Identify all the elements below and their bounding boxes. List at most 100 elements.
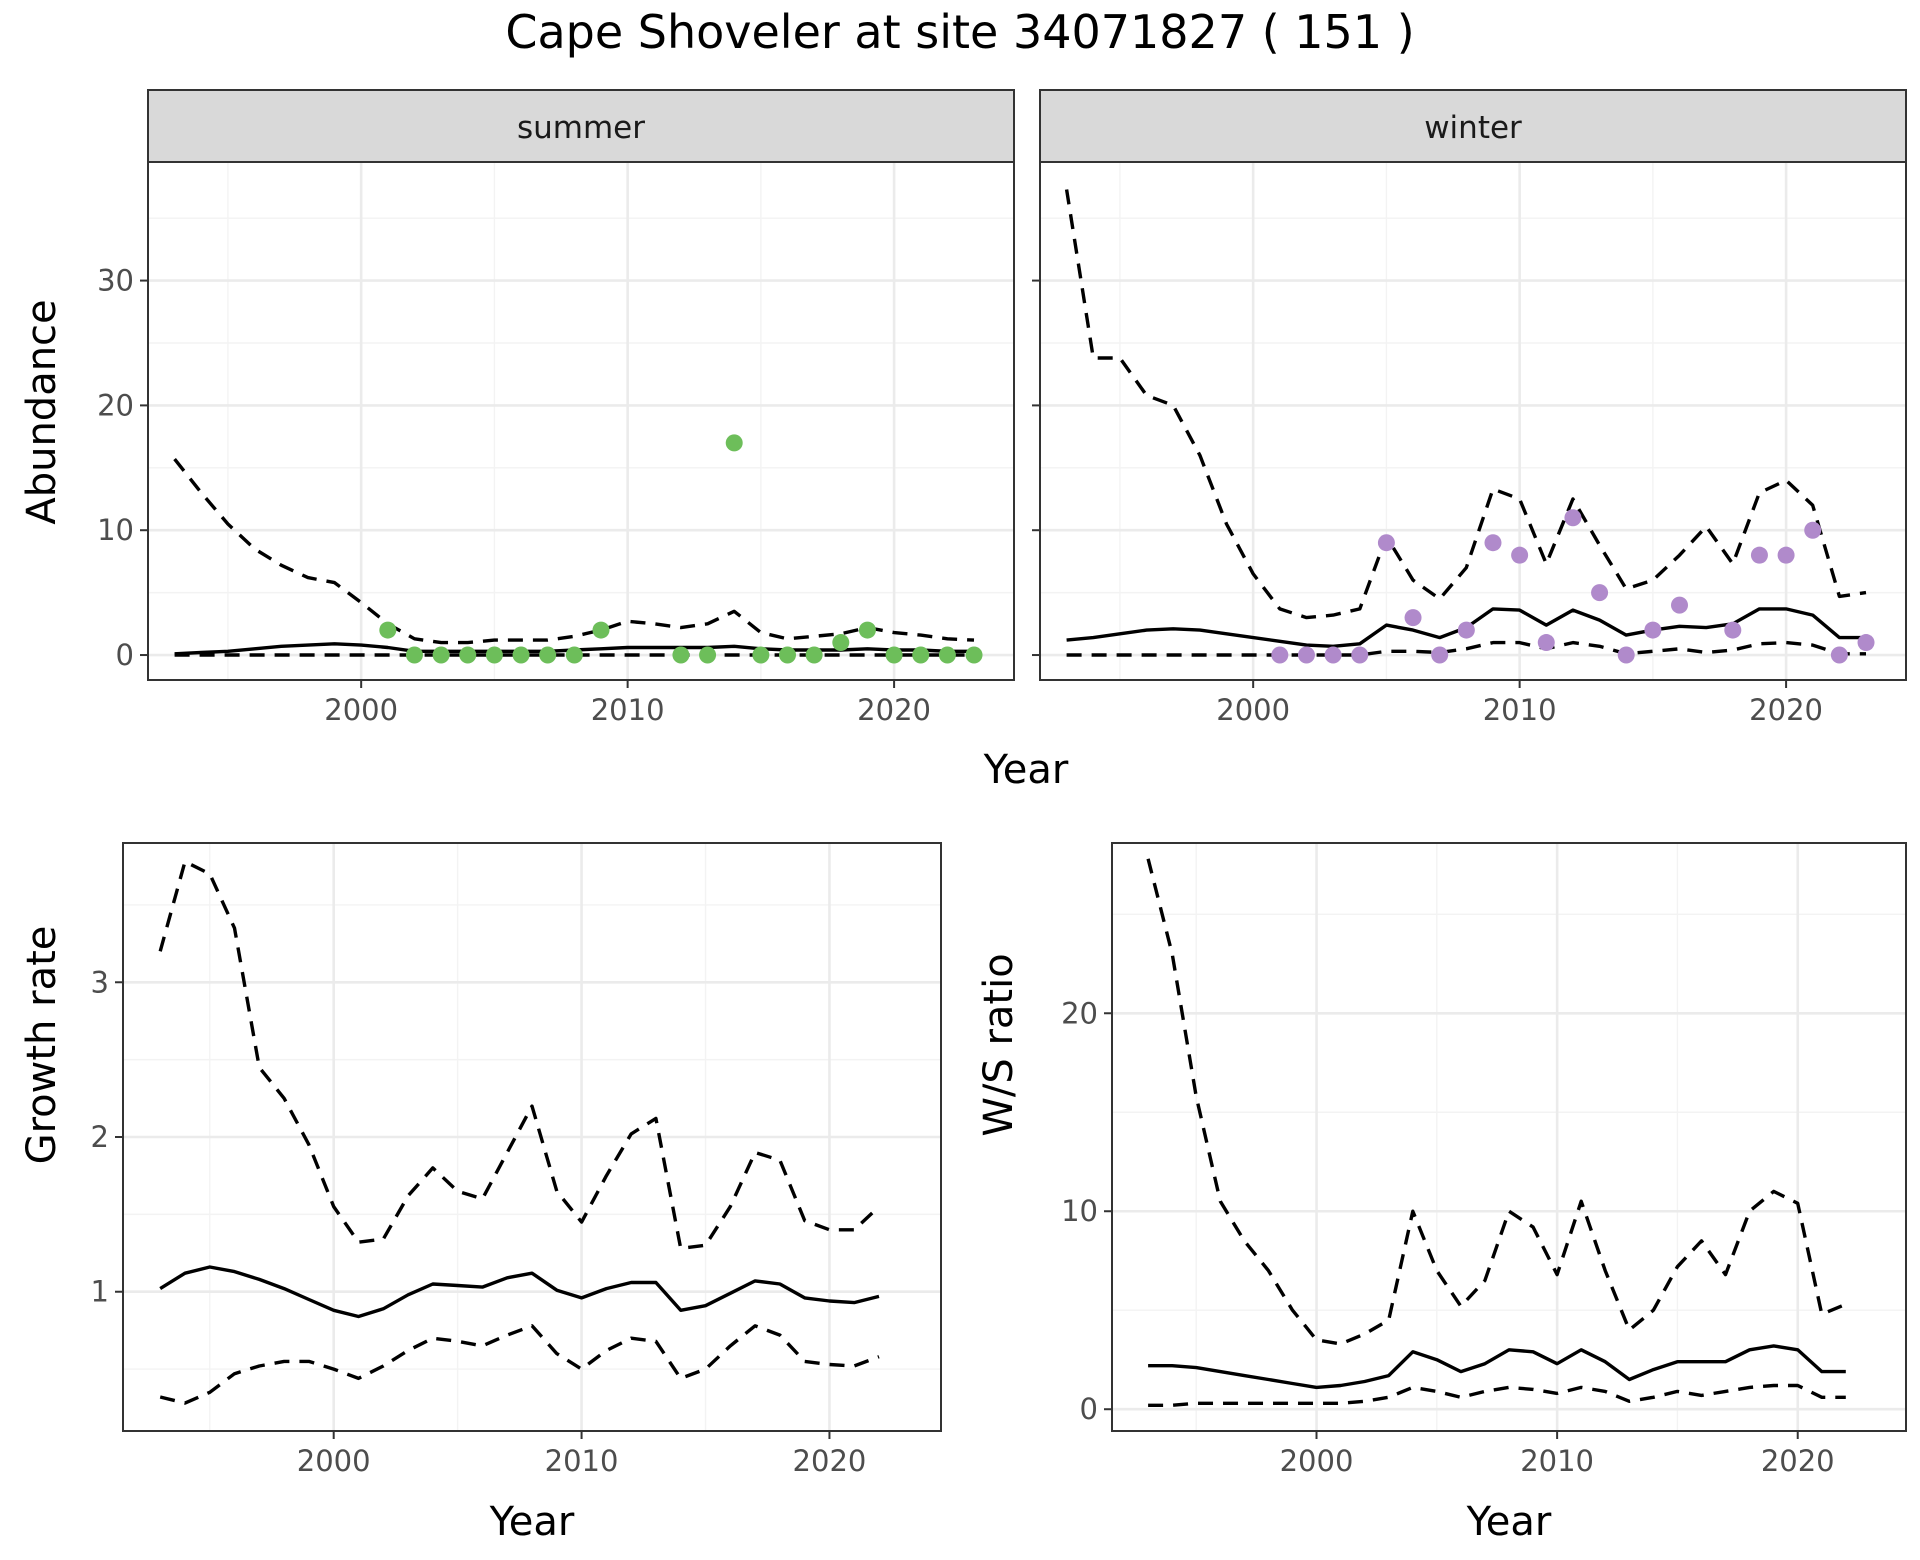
abundance-summer-upper-bound-line bbox=[173, 458, 975, 645]
abundance-winter-upper-bound-line bbox=[1064, 189, 1867, 620]
abundance-summer-point bbox=[485, 646, 503, 664]
x-tick-label: 2010 bbox=[1483, 693, 1557, 727]
growth-rate-x-axis-title: Year bbox=[489, 1499, 575, 1545]
abundance-winter-point bbox=[1724, 621, 1742, 639]
abundance-summer-point bbox=[805, 646, 823, 664]
panel-winter: winter 2000 2010 2020 bbox=[1032, 89, 1907, 727]
abundance-summer-point bbox=[672, 646, 690, 664]
x-tick-label: 2000 bbox=[297, 1444, 371, 1478]
abundance-summer-point bbox=[512, 646, 530, 664]
abundance-summer-point bbox=[459, 646, 477, 664]
abundance-winter-point bbox=[1591, 584, 1609, 602]
y-tick-label: 3 bbox=[91, 965, 109, 999]
ws-ratio-upper-bound-line bbox=[1146, 858, 1847, 1346]
y-tick-label: 10 bbox=[97, 513, 134, 547]
ws-ratio-lower-bound-line bbox=[1148, 1383, 1846, 1407]
abundance-summer-point bbox=[725, 434, 743, 452]
abundance-winter-point bbox=[1830, 646, 1848, 664]
y-tick-label: 2 bbox=[91, 1120, 109, 1154]
strip-summer bbox=[147, 89, 1015, 163]
abundance-summer-point bbox=[912, 646, 930, 664]
main-title: Cape Shoveler at site 34071827 ( 151 ) bbox=[505, 5, 1414, 59]
abundance-summer-point bbox=[539, 646, 557, 664]
x-tick-label: 2010 bbox=[545, 1444, 619, 1478]
top-x-axis-title: Year bbox=[983, 747, 1069, 793]
abundance-summer-point bbox=[592, 621, 610, 639]
abundance-winter-point bbox=[1297, 646, 1315, 664]
abundance-winter-point bbox=[1804, 521, 1822, 539]
abundance-winter-point bbox=[1377, 534, 1395, 552]
abundance-summer-point bbox=[699, 646, 717, 664]
abundance-winter-point bbox=[1351, 646, 1369, 664]
abundance-summer-point bbox=[779, 646, 797, 664]
abundance-winter-point bbox=[1644, 621, 1662, 639]
abundance-winter-point bbox=[1271, 646, 1289, 664]
y-tick-label: 20 bbox=[1061, 996, 1098, 1030]
x-tick-label: 2020 bbox=[1749, 693, 1823, 727]
abundance-winter-point bbox=[1537, 634, 1555, 652]
abundance-summer-point bbox=[885, 646, 903, 664]
y-tick-label: 1 bbox=[91, 1275, 109, 1309]
strip-winter-label: winter bbox=[1424, 110, 1522, 146]
plot-summer: 2000 2010 2020 0 10 20 30 bbox=[97, 161, 1015, 727]
abundance-summer-point bbox=[938, 646, 956, 664]
ws-ratio-x-axis-title: Year bbox=[1466, 1499, 1552, 1545]
y-tick-label: 0 bbox=[116, 638, 134, 672]
abundance-winter-point bbox=[1484, 534, 1502, 552]
abundance-summer-point bbox=[858, 621, 876, 639]
plot-ws-ratio: 2000 2010 2020 0 10 20 bbox=[1061, 842, 1907, 1478]
panel-growth-rate: Growth rate Year 2000 2010 2020 1 2 3 bbox=[19, 842, 942, 1545]
abundance-summer-point bbox=[565, 646, 583, 664]
panel-ws-ratio: W/S ratio Year 2000 2010 2020 0 10 20 bbox=[976, 842, 1907, 1545]
growth-rate-estimate-line bbox=[159, 1265, 880, 1319]
x-tick-label: 2020 bbox=[857, 693, 931, 727]
abundance-winter-point bbox=[1750, 546, 1768, 564]
growth-rate-axis-title: Growth rate bbox=[19, 926, 65, 1165]
abundance-summer-point bbox=[832, 634, 850, 652]
ws-ratio-axis-title: W/S ratio bbox=[976, 953, 1022, 1136]
abundance-axis-title: Abundance bbox=[19, 299, 65, 524]
abundance-summer-point bbox=[432, 646, 450, 664]
y-tick-label: 20 bbox=[97, 388, 134, 422]
y-tick-label: 0 bbox=[1080, 1392, 1098, 1426]
strip-summer-label: summer bbox=[517, 110, 645, 146]
abundance-winter-panel-border bbox=[1039, 161, 1907, 681]
growth-rate-upper-bound-line bbox=[158, 859, 881, 1251]
series-group bbox=[158, 859, 881, 1405]
abundance-summer-point bbox=[405, 646, 423, 664]
abundance-summer-panel-border bbox=[147, 161, 1015, 681]
x-tick-label: 2010 bbox=[591, 693, 665, 727]
plot-winter: 2000 2010 2020 bbox=[1032, 161, 1907, 727]
x-tick-label: 2000 bbox=[1280, 1444, 1354, 1478]
abundance-winter-point bbox=[1457, 621, 1475, 639]
y-tick-label: 10 bbox=[1061, 1194, 1098, 1228]
abundance-winter-point bbox=[1324, 646, 1342, 664]
abundance-winter-lower-bound-line bbox=[1066, 640, 1866, 657]
abundance-summer-point bbox=[965, 646, 983, 664]
abundance-summer-point bbox=[752, 646, 770, 664]
abundance-winter-point bbox=[1777, 546, 1795, 564]
abundance-summer-point bbox=[379, 621, 397, 639]
y-tick-label: 30 bbox=[97, 264, 134, 298]
series-group bbox=[1146, 858, 1847, 1407]
x-tick-label: 2020 bbox=[1761, 1444, 1835, 1478]
abundance-winter-point bbox=[1617, 646, 1635, 664]
plot-growth-rate: 2000 2010 2020 1 2 3 bbox=[91, 842, 942, 1478]
abundance-winter-point bbox=[1564, 509, 1582, 527]
series-group bbox=[173, 434, 983, 664]
abundance-winter-point bbox=[1671, 596, 1689, 614]
ws-ratio-panel-border bbox=[1111, 842, 1907, 1432]
strip-winter bbox=[1039, 89, 1907, 163]
abundance-winter-point bbox=[1511, 546, 1529, 564]
abundance-winter-point bbox=[1404, 609, 1422, 627]
abundance-winter-point bbox=[1431, 646, 1449, 664]
x-tick-label: 2020 bbox=[793, 1444, 867, 1478]
abundance-winter-point bbox=[1857, 634, 1875, 652]
ws-ratio-estimate-line bbox=[1148, 1344, 1846, 1390]
x-tick-label: 2000 bbox=[324, 693, 398, 727]
x-tick-label: 2010 bbox=[1520, 1444, 1594, 1478]
x-tick-label: 2000 bbox=[1216, 693, 1290, 727]
series-group bbox=[1064, 189, 1875, 664]
